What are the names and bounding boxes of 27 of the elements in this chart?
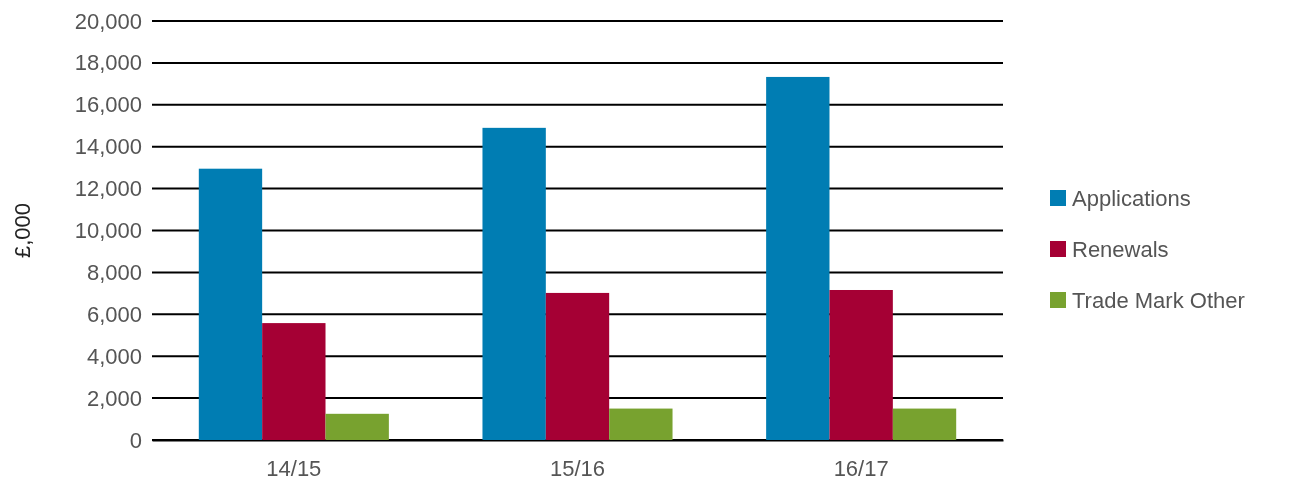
bar xyxy=(545,292,610,440)
bar xyxy=(892,408,957,440)
legend-label: Renewals xyxy=(1072,237,1169,262)
x-tick-label: 14/15 xyxy=(266,455,322,481)
bar xyxy=(325,413,389,440)
y-axis-title: £,000 xyxy=(10,202,35,259)
y-tick-label: 4,000 xyxy=(86,343,142,369)
y-tick-label: 10,000 xyxy=(74,218,142,244)
bar xyxy=(766,76,830,440)
bar xyxy=(609,408,673,440)
x-tick-label: 15/16 xyxy=(549,455,606,481)
bar xyxy=(262,323,326,440)
y-tick-label: 0 xyxy=(129,427,142,453)
y-tick-label: 20,000 xyxy=(74,8,142,34)
legend-label: Trade Mark Other xyxy=(1072,288,1245,313)
x-tick-label: 16/17 xyxy=(833,455,889,481)
y-tick-label: 14,000 xyxy=(74,134,142,160)
bar xyxy=(482,127,546,440)
y-tick-label: 6,000 xyxy=(86,301,142,327)
bar xyxy=(198,168,263,440)
y-tick-label: 2,000 xyxy=(86,385,142,411)
y-tick-label: 8,000 xyxy=(86,259,142,285)
y-tick-label: 16,000 xyxy=(74,92,142,118)
bar xyxy=(829,290,893,440)
y-tick-label: 12,000 xyxy=(74,176,142,202)
y-tick-label: 18,000 xyxy=(74,50,142,76)
legend-label: Applications xyxy=(1072,186,1191,211)
